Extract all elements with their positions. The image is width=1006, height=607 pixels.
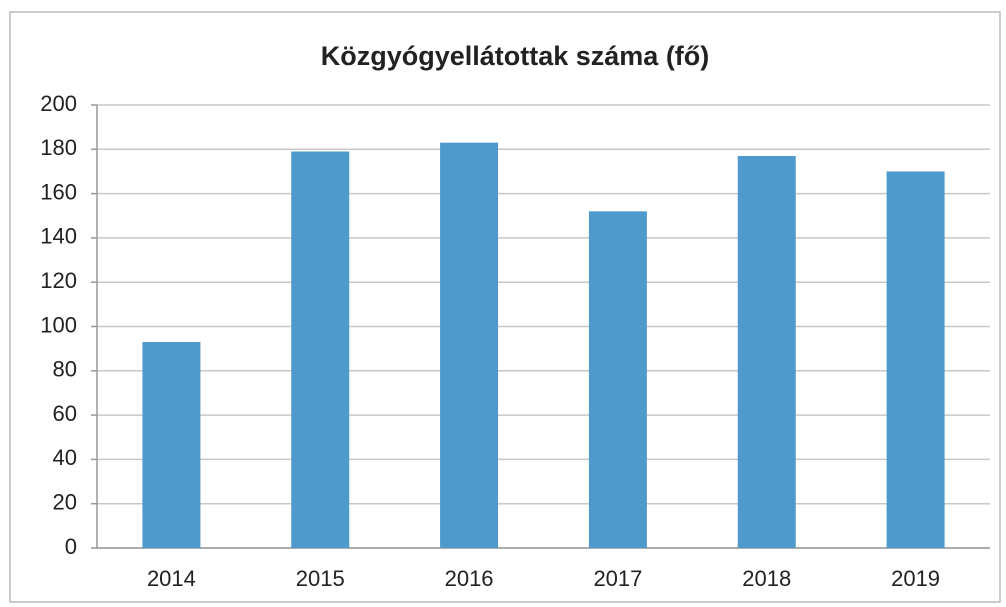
y-tick-label: 60 <box>53 401 77 426</box>
y-tick-label: 80 <box>53 357 77 382</box>
bar <box>588 211 647 548</box>
x-tick-label: 2016 <box>445 566 494 591</box>
bar <box>291 151 350 548</box>
y-tick-label: 200 <box>40 91 77 116</box>
x-tick-label: 2017 <box>593 566 642 591</box>
bar <box>142 342 201 548</box>
y-tick-label: 40 <box>53 445 77 470</box>
x-tick-label: 2015 <box>296 566 345 591</box>
y-tick-label: 180 <box>40 135 77 160</box>
bar <box>440 142 499 548</box>
y-tick-label: 160 <box>40 179 77 204</box>
y-tick-label: 0 <box>65 534 77 559</box>
y-tick-label: 20 <box>53 490 77 515</box>
x-tick-label: 2019 <box>891 566 940 591</box>
chart-title: Közgyógyellátottak száma (fő) <box>321 41 710 71</box>
x-tick-label: 2014 <box>147 566 196 591</box>
bar <box>737 155 796 548</box>
bar <box>886 171 945 548</box>
x-tick-label: 2018 <box>742 566 791 591</box>
y-tick-label: 100 <box>40 312 77 337</box>
y-tick-label: 140 <box>40 224 77 249</box>
y-tick-label: 120 <box>40 268 77 293</box>
chart-border <box>9 11 1001 603</box>
